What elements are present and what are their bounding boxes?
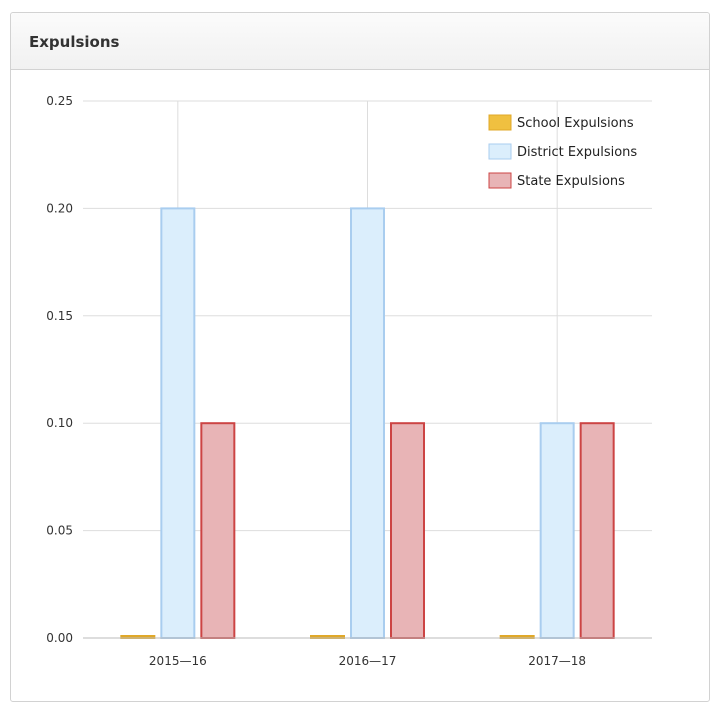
legend-label: District Expulsions (517, 145, 637, 160)
legend-label: School Expulsions (517, 116, 634, 131)
axes: 0.00 0.05 0.10 0.15 0.20 0.25 2015—16 2016—17 20… (46, 94, 652, 668)
bar-district-expulsions[interactable] (350, 207, 385, 639)
y-tick-label: 0.20 (46, 201, 73, 215)
legend-item[interactable]: School Expulsions (488, 114, 634, 131)
y-tick-label: 0.25 (46, 94, 73, 108)
legend-swatch (488, 114, 512, 131)
y-tick-label: 0.10 (46, 416, 73, 430)
legend-item[interactable]: State Expulsions (488, 172, 625, 189)
x-tick-label: 2015—16 (149, 654, 207, 668)
bar-state-expulsions[interactable] (200, 422, 236, 640)
y-tick-label: 0.05 (46, 524, 73, 538)
panel-header: Expulsions (11, 13, 709, 70)
legend-label: State Expulsions (517, 174, 625, 189)
x-tick-label: 2016—17 (339, 654, 397, 668)
bar-district-expulsions[interactable] (539, 422, 575, 640)
legend-swatch (488, 143, 512, 160)
legend[interactable]: School Expulsions District Expulsions Stat… (488, 114, 637, 189)
bar-state-expulsions[interactable] (390, 422, 425, 640)
bar-state-expulsions[interactable] (579, 422, 615, 640)
legend-swatch (488, 172, 512, 189)
legend-item[interactable]: District Expulsions (488, 143, 637, 160)
y-tick-label: 0.15 (46, 309, 73, 323)
panel-title: Expulsions (29, 33, 120, 51)
bar-district-expulsions[interactable] (160, 207, 196, 639)
x-tick-label: 2017—18 (528, 654, 586, 668)
y-tick-label: 0.00 (46, 631, 73, 645)
bars (120, 207, 615, 640)
